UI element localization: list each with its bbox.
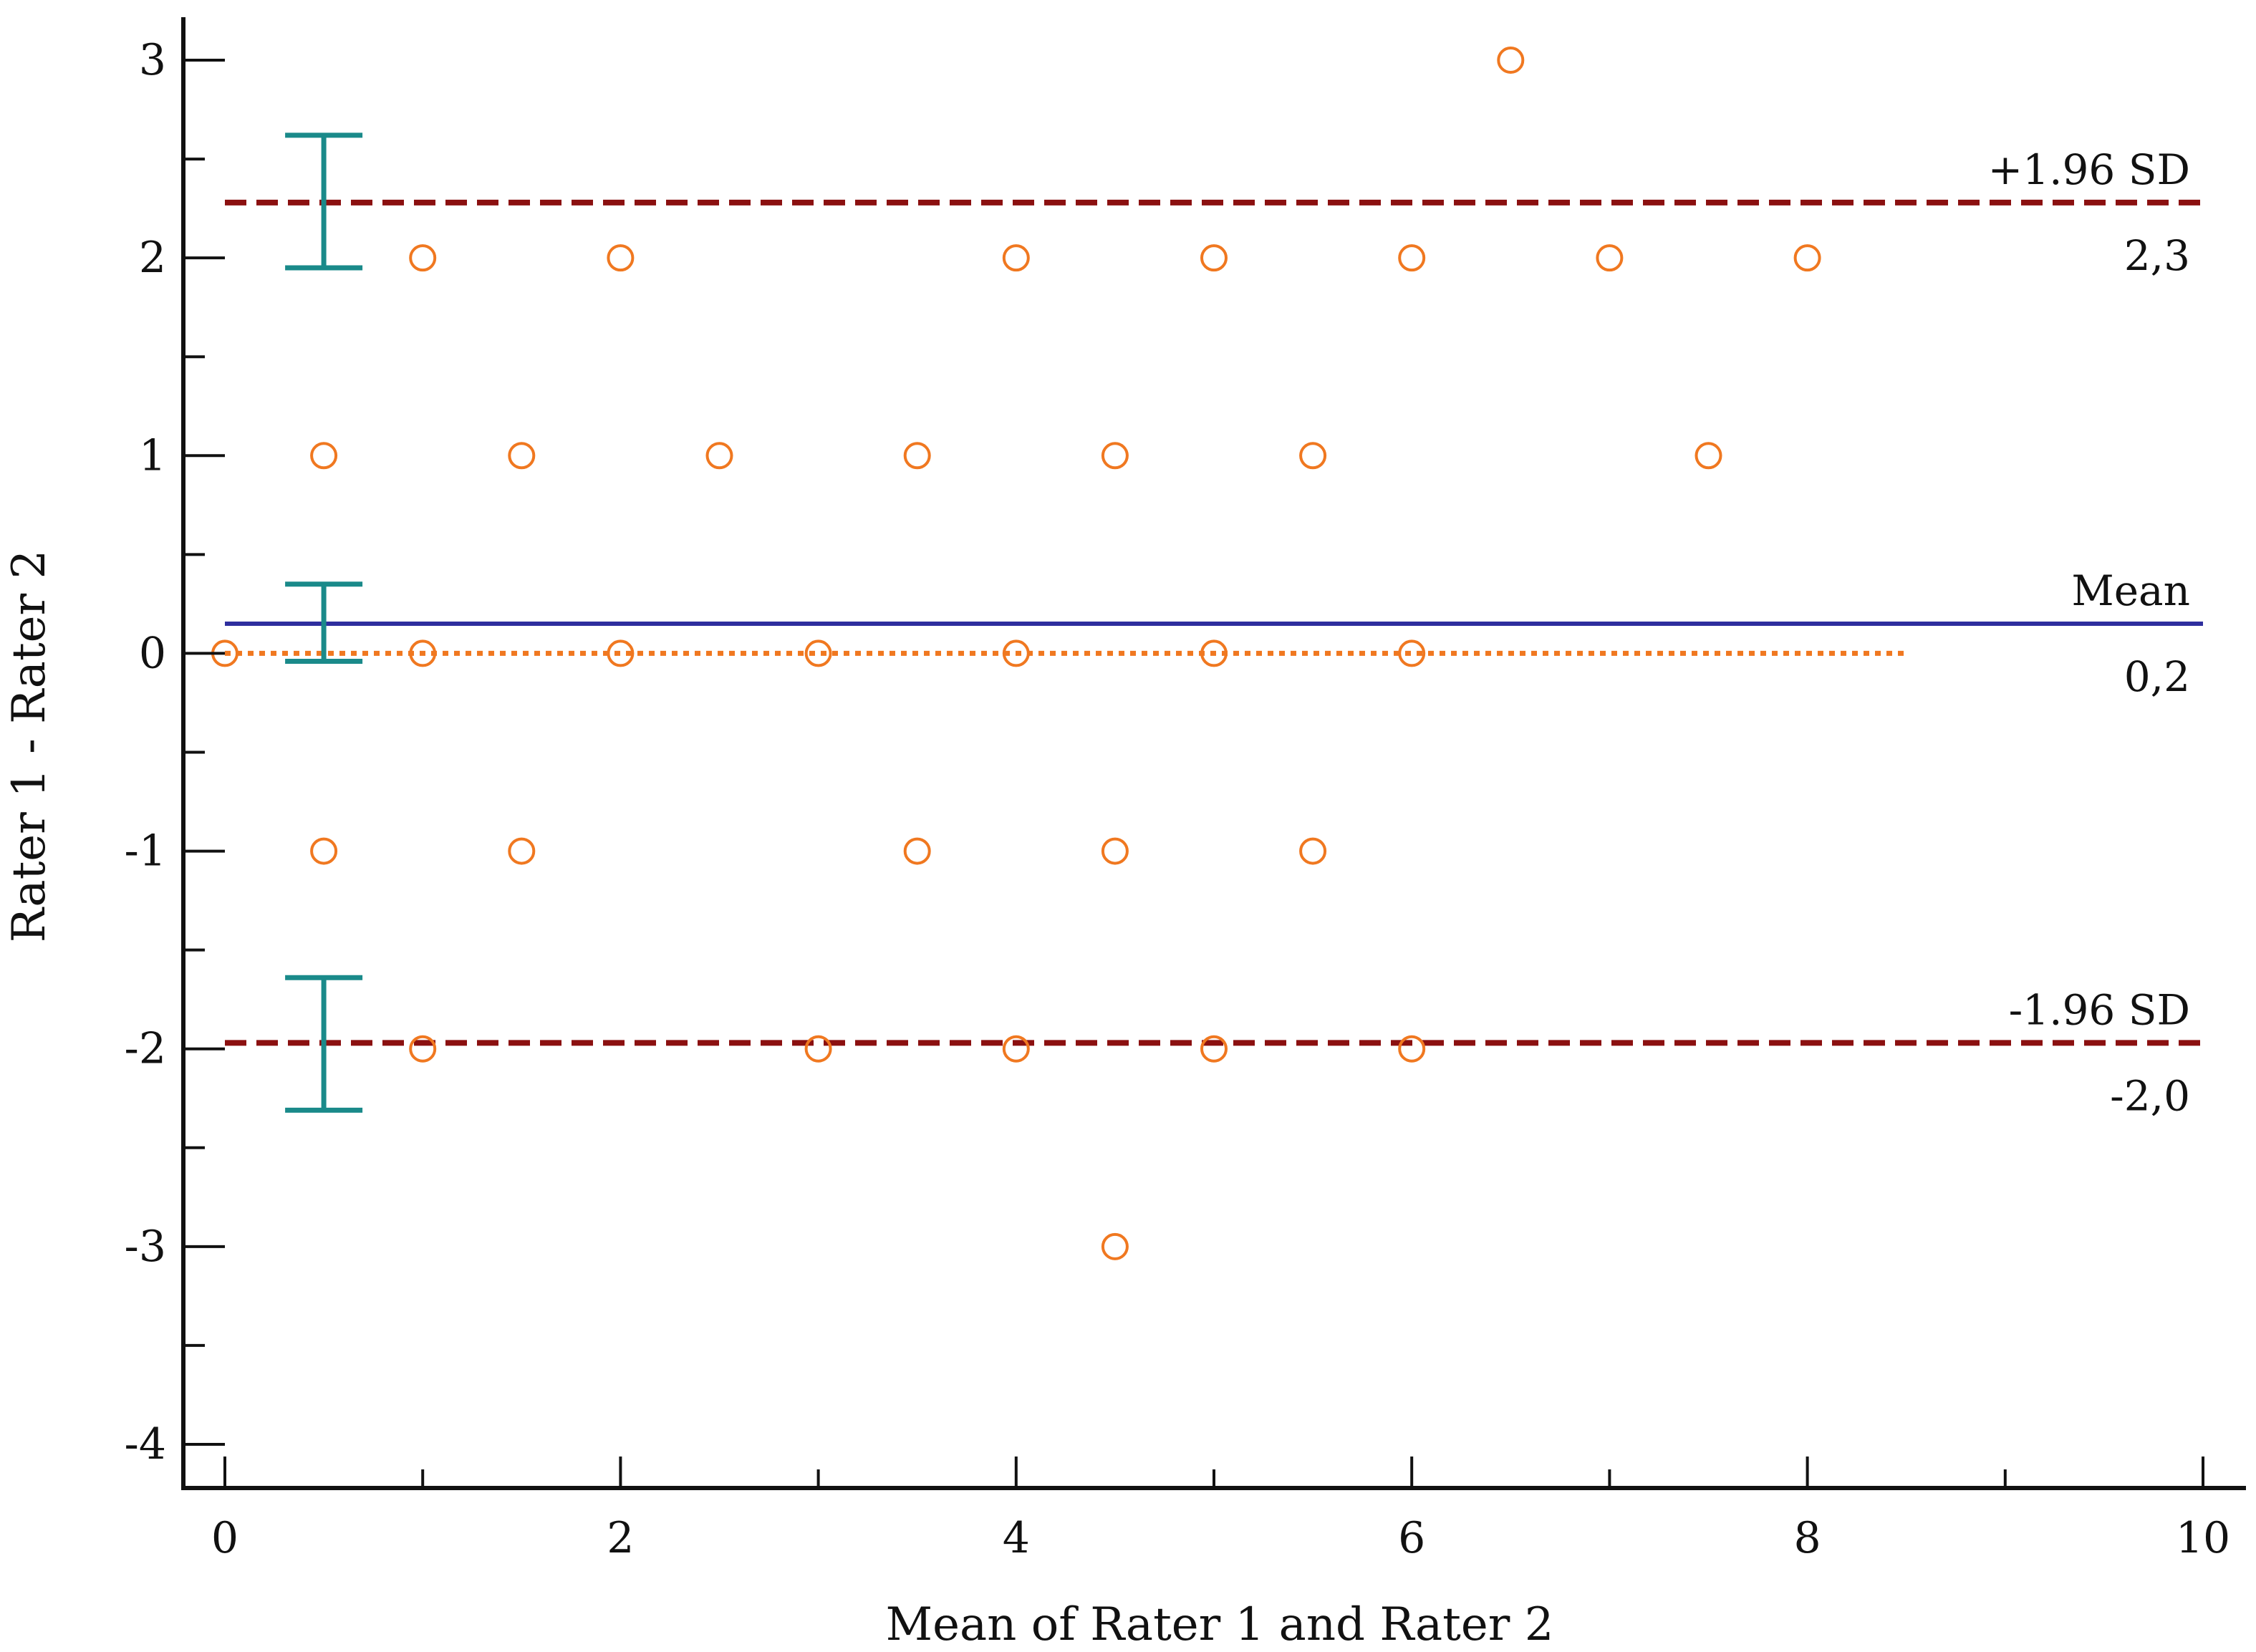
- data-point: [409, 244, 437, 272]
- upper-loa-label: +1.96 SD: [1988, 145, 2190, 194]
- data-point: [804, 639, 832, 667]
- y-axis-title: Rater 1 - Rater 2: [3, 550, 56, 942]
- data-point: [705, 442, 733, 470]
- data-point: [1299, 837, 1327, 865]
- data-point: [1398, 639, 1426, 667]
- data-point: [1695, 442, 1722, 470]
- y-tick-label: -3: [125, 1222, 166, 1272]
- x-tick-label: 6: [1398, 1513, 1425, 1563]
- upper-loa-ci: [285, 132, 363, 271]
- y-tick-label: 0: [139, 628, 166, 678]
- data-point: [1200, 639, 1228, 667]
- data-point: [310, 837, 338, 865]
- y-tick-label: 2: [139, 233, 166, 283]
- mean-label: Mean: [2071, 566, 2190, 615]
- data-point: [409, 639, 437, 667]
- x-tick-label: 8: [1794, 1513, 1821, 1563]
- data-point: [1299, 442, 1327, 470]
- line-labels: +1.96 SD 2,3 Mean 0,2 -1.96 SD -2,0: [1988, 145, 2190, 1121]
- data-point: [804, 1035, 832, 1063]
- data-point: [1200, 244, 1228, 272]
- data-point: [1002, 639, 1030, 667]
- data-point: [1101, 1232, 1129, 1260]
- y-tick-label: -4: [125, 1419, 166, 1469]
- x-tick-label: 2: [607, 1513, 634, 1563]
- reference-lines: [225, 199, 2203, 1046]
- x-tick-label: 0: [211, 1513, 238, 1563]
- lower-loa-ci: [285, 975, 363, 1113]
- data-point: [508, 442, 536, 470]
- mean-value: 0,2: [2124, 652, 2190, 701]
- data-point: [1002, 1035, 1030, 1063]
- data-point: [1101, 442, 1129, 470]
- data-point: [1200, 1035, 1228, 1063]
- x-tick-label: 4: [1003, 1513, 1030, 1563]
- y-tick-label: -1: [125, 826, 166, 876]
- data-point: [1596, 244, 1624, 272]
- lower-loa-label: -1.96 SD: [2009, 985, 2190, 1034]
- x-tick-label: 10: [2176, 1513, 2230, 1563]
- confidence-intervals: [285, 132, 363, 1113]
- y-tick-label: 3: [139, 35, 166, 85]
- y-tick-label: -2: [125, 1024, 166, 1074]
- data-point: [607, 639, 635, 667]
- data-point: [1497, 47, 1525, 74]
- x-axis-title: Mean of Rater 1 and Rater 2: [886, 1598, 1554, 1651]
- data-point: [607, 244, 635, 272]
- data-point: [409, 1035, 437, 1063]
- data-point: [1398, 1035, 1426, 1063]
- data-point: [903, 442, 931, 470]
- axes: -4 -3 -2 -1 0 1 2 3 0 2 4 6 8 10: [125, 17, 2246, 1563]
- lower-loa-value: -2,0: [2110, 1071, 2190, 1120]
- data-point: [1793, 244, 1821, 272]
- data-point: [1101, 837, 1129, 865]
- upper-loa-value: 2,3: [2124, 231, 2190, 280]
- data-point: [508, 837, 536, 865]
- mean-ci: [285, 581, 363, 664]
- y-tick-label: 1: [139, 430, 166, 480]
- data-point: [310, 442, 338, 470]
- data-point: [1002, 244, 1030, 272]
- data-points: [211, 47, 1821, 1260]
- data-point: [1398, 244, 1426, 272]
- data-point: [903, 837, 931, 865]
